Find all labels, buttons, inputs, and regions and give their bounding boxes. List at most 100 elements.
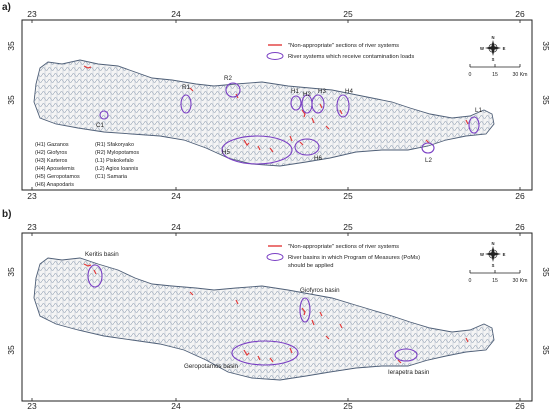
key-item: (H3) Karteros — [35, 158, 68, 164]
lon-tick: 24 — [171, 191, 181, 200]
legend-line-label: "Non-appropriate" sections of river syst… — [288, 43, 399, 49]
key-item: (H1) Gazanos — [35, 142, 69, 148]
basin-label: Ierapetra basin — [388, 369, 430, 376]
map-a: 23 24 25 26 23 24 25 26 35 35 35 35 — [6, 9, 550, 201]
marker-label: H4 — [345, 88, 353, 95]
basin-ellipse-geropotamos — [231, 340, 299, 366]
basin-label: Geropotamos basin — [184, 363, 239, 370]
legend-b: "Non-appropriate" sections of river syst… — [266, 244, 420, 269]
compass-w: W — [480, 252, 484, 257]
lon-tick: 25 — [343, 401, 353, 411]
lon-tick: 26 — [515, 401, 525, 411]
lon-tick: 26 — [515, 191, 525, 200]
key-item: (H6) Anapodaris — [35, 182, 74, 188]
key-item: (C1) Samaria — [95, 174, 127, 180]
scale-bar: 0 15 30 Km — [469, 64, 528, 78]
lon-tick: 24 — [171, 9, 181, 19]
marker-ellipse-r2 — [225, 82, 241, 98]
marker-label: H5 — [222, 149, 230, 156]
marker-label: R1 — [182, 84, 190, 91]
lat-tick: 35 — [541, 267, 550, 277]
non-appropriate-sections — [83, 263, 469, 364]
compass-w: W — [480, 46, 484, 51]
key-item: (R2) Mylopotamos — [95, 150, 139, 156]
legend-line-label: "Non-appropriate" sections of river syst… — [288, 244, 399, 250]
marker-ellipse-h6 — [294, 138, 320, 156]
marker-ellipse-l2 — [421, 142, 435, 154]
river-network — [34, 60, 494, 166]
lon-tick: 25 — [343, 222, 353, 232]
map-b: 23 24 25 26 23 24 25 26 35 35 35 35 — [6, 222, 550, 411]
compass-e: E — [503, 252, 506, 257]
key-item: (R1) Sfakoryako — [95, 142, 134, 148]
key-item: (H2) Giofyros — [35, 150, 67, 156]
lon-tick: 26 — [515, 9, 525, 19]
panel-b: b) 23 24 25 26 23 24 25 26 35 35 35 35 — [0, 200, 550, 411]
compass-s: S — [492, 263, 495, 268]
legend-ellipse-swatch — [266, 52, 284, 60]
marker-ellipse-c1 — [99, 110, 109, 120]
marker-ellipse-h4 — [336, 94, 350, 118]
lat-tick: 35 — [6, 267, 16, 277]
marker-ellipse-h5 — [221, 135, 293, 165]
marker-ellipse-r1 — [180, 94, 192, 114]
marker-label: L1 — [475, 107, 482, 114]
lon-tick: 24 — [171, 401, 181, 411]
legend-a: "Non-appropriate" sections of river syst… — [266, 43, 414, 60]
scale-label: 15 — [492, 72, 498, 78]
marker-ellipse-h1 — [290, 95, 302, 111]
marker-ellipse-l1 — [468, 116, 480, 134]
legend-ellipse-swatch — [266, 253, 284, 261]
lon-tick: 25 — [343, 9, 353, 19]
lat-tick: 35 — [6, 95, 16, 105]
legend-ellipse-label: River basins in which Program of Measure… — [288, 255, 420, 261]
compass-rose-icon: N S E W — [480, 35, 506, 62]
panel-a: a) 23 24 25 26 23 24 25 26 35 35 35 35 — [0, 0, 550, 201]
lon-tick: 23 — [27, 401, 37, 411]
compass-e: E — [503, 46, 506, 51]
river-key: (H1) Gazanos (H2) Giofyros (H3) Karteros… — [35, 142, 139, 188]
non-appropriate-sections — [83, 65, 469, 153]
key-item: (L1) Piskokefalo — [95, 158, 134, 164]
key-item: (H5) Geropotamos — [35, 174, 80, 180]
panel-a-tag: a) — [2, 2, 11, 13]
compass-rose-icon: N S E W — [480, 241, 506, 268]
legend-ellipse-label: should be applied — [288, 263, 333, 269]
river-network — [34, 258, 494, 380]
lon-tick: 23 — [27, 9, 37, 19]
basin-label: Giofyros basin — [300, 287, 340, 294]
scale-label: 15 — [492, 278, 498, 284]
lon-tick: 23 — [27, 191, 37, 200]
scale-label: 30 Km — [513, 72, 528, 78]
scale-bar: 0 15 30 Km — [469, 270, 528, 284]
lon-tick: 25 — [343, 191, 353, 200]
scale-label: 0 — [469, 278, 472, 284]
lon-tick: 23 — [27, 222, 37, 232]
legend-ellipse-label: River systems which receive contaminatio… — [288, 54, 414, 60]
basin-ellipse-giofyros — [299, 297, 311, 323]
key-item: (L2) Agios Ioannis — [95, 166, 138, 172]
scale-label: 0 — [469, 72, 472, 78]
lon-tick: 26 — [515, 222, 525, 232]
marker-label: H6 — [314, 155, 322, 162]
marker-label: L2 — [425, 157, 432, 164]
compass-s: S — [492, 57, 495, 62]
marker-ellipse-h3 — [311, 94, 325, 114]
lat-tick: 35 — [6, 41, 16, 51]
lon-tick: 24 — [171, 222, 181, 232]
lat-tick: 35 — [541, 95, 550, 105]
basin-label: Keritis basin — [85, 251, 119, 258]
lat-tick: 35 — [541, 345, 550, 355]
lat-tick: 35 — [541, 41, 550, 51]
marker-label: H2 — [303, 91, 311, 98]
marker-label: H3 — [318, 88, 326, 95]
lat-tick: 35 — [6, 345, 16, 355]
marker-label: R2 — [224, 75, 232, 82]
panel-b-tag: b) — [2, 209, 12, 220]
scale-label: 30 Km — [513, 278, 528, 284]
key-item: (H4) Aposelemis — [35, 166, 75, 172]
basin-ellipse-ierapetra — [394, 348, 418, 362]
compass-n: N — [491, 241, 494, 246]
marker-label: H1 — [291, 88, 299, 95]
compass-n: N — [491, 35, 494, 40]
